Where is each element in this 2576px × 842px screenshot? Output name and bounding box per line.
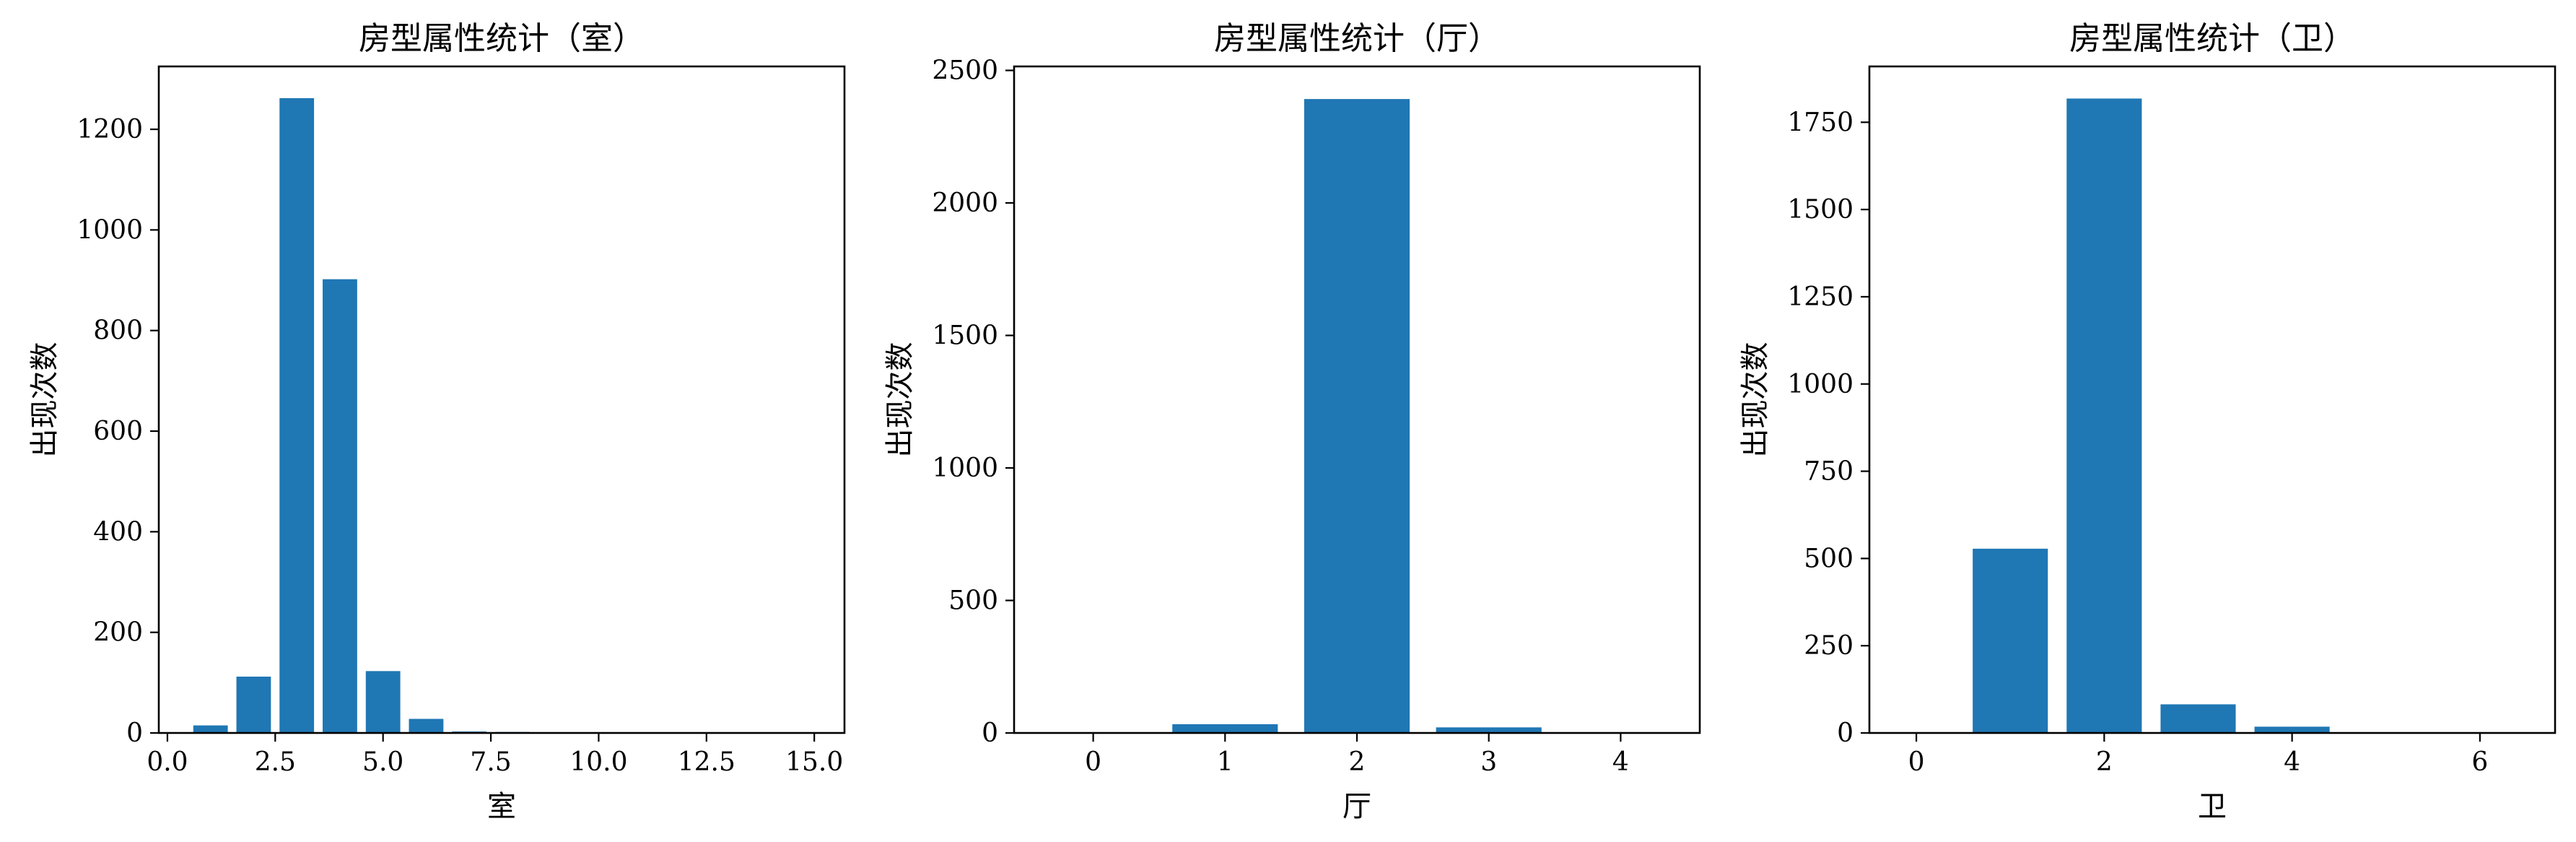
chart-panel-0: 0.0 2.5 5.0 7.5 10.0 12.5 15.0 0 200 400 600 800 100… [28,20,846,823]
bar-1-2 [1304,99,1410,734]
x-tick-label: 6 [2471,747,2488,777]
chart-title: 房型属性统计（室） [359,20,645,57]
y-tick-label: 0 [126,719,143,748]
y-tick-label: 0 [982,719,998,748]
bar-0-5 [409,719,444,733]
bar-2-1 [1973,548,2048,733]
y-tick-label: 750 [1804,457,1854,487]
chart-panel-2: 0 2 4 6 0 250 500 750 1000 1250 1500 1750 房型属性统计（卫） 卫… [1739,20,2557,823]
bar-2-4 [2254,726,2330,733]
bar-0-1 [236,676,271,733]
bar-1-1 [1172,724,1278,733]
y-tick-label: 600 [93,417,143,446]
x-tick-label: 0 [1908,747,1925,777]
x-tick-label: 0.0 [147,747,188,777]
y-tick-label: 0 [1837,719,1854,748]
x-tick-label: 15.0 [785,747,843,777]
x-axis-label: 卫 [2198,790,2227,823]
x-tick-label: 2 [1349,747,1366,777]
y-tick-label: 2000 [932,188,998,218]
y-tick-label: 1000 [1787,370,1854,399]
chart-panel-1: 0 1 2 3 4 0 500 1000 1500 2000 2500 房型属性统计（厅） 厅 出现次数 [883,20,1701,823]
y-axis-label: 出现次数 [883,342,917,458]
y-axis-label: 出现次数 [28,342,61,458]
y-tick-label: 1000 [77,215,143,245]
x-tick-label: 2 [2096,747,2113,777]
bar-0-4 [365,671,401,733]
y-tick-label: 500 [1804,544,1854,573]
x-axis-label: 室 [487,790,516,823]
x-tick-label: 3 [1480,747,1497,777]
bar-2-2 [2066,98,2142,734]
x-tick-label: 10.0 [569,747,627,777]
y-tick-label: 400 [93,517,143,547]
x-tick-label: 12.5 [678,747,735,777]
y-tick-label: 1750 [1787,108,1854,137]
y-tick-label: 1500 [1787,195,1854,225]
x-tick-label: 4 [2284,747,2300,777]
x-tick-label: 5.0 [362,747,403,777]
y-tick-label: 200 [93,618,143,648]
y-tick-label: 800 [93,316,143,346]
chart-title: 房型属性统计（厅） [1214,20,1500,57]
x-tick-label: 2.5 [255,747,296,777]
x-tick-label: 0 [1085,747,1101,777]
bar-0-0 [193,725,228,733]
x-axis-label: 厅 [1342,790,1371,823]
x-tick-label: 4 [1612,747,1629,777]
x-tick-label: 7.5 [470,747,511,777]
chart-title: 房型属性统计（卫） [2069,20,2355,57]
y-tick-label: 1000 [932,453,998,483]
y-tick-label: 2500 [932,56,998,86]
y-tick-label: 500 [948,586,998,616]
plot-frame [1868,65,2557,734]
y-tick-label: 1200 [77,115,143,144]
bar-1-3 [1436,727,1542,733]
bar-0-2 [279,97,315,733]
y-axis-label: 出现次数 [1739,342,1772,458]
plot-frame [157,65,846,734]
y-tick-label: 250 [1804,631,1854,661]
y-tick-label: 1250 [1787,282,1854,312]
bar-2-3 [2160,704,2236,733]
bar-0-3 [323,279,357,733]
y-tick-label: 1500 [932,321,998,351]
x-tick-label: 1 [1217,747,1234,777]
